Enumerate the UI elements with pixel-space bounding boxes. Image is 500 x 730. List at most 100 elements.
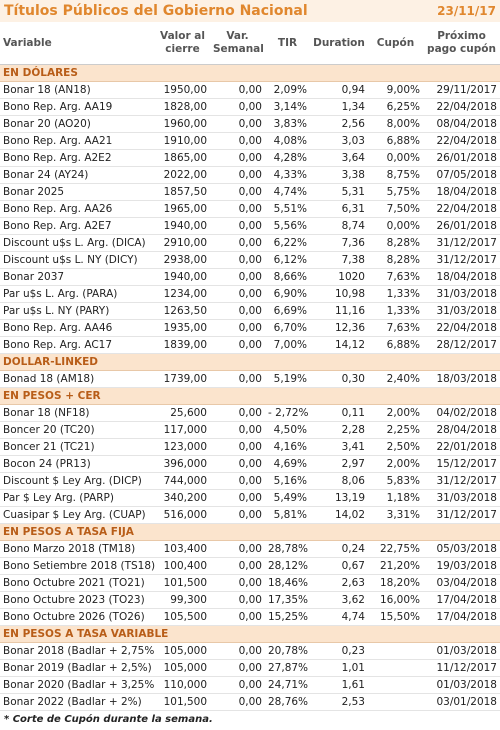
cell: 31/12/2017 [423, 251, 500, 269]
title-bar: Títulos Públicos del Gobierno Nacional 2… [0, 0, 500, 22]
cell: 6,90% [265, 285, 310, 303]
cell: 6,22% [265, 234, 310, 252]
cell: 0,00 [210, 319, 265, 337]
cell: 2,28 [310, 421, 368, 439]
cell: 0,00 [210, 217, 265, 235]
cell: 0,00 [210, 608, 265, 626]
data-row: Bono Rep. Arg. AA19 1828,00 0,00 3,14% 1,34 6… [0, 98, 500, 116]
data-row: Bono Octubre 2023 (TO23) 99,300 0,00 17,35%… [0, 591, 500, 609]
cell: 123,000 [155, 438, 210, 456]
cell: 01/03/2018 [423, 642, 500, 660]
data-row: Bono Rep. Arg. AA21 1910,00 0,00 4,08% 3,03 6… [0, 132, 500, 150]
section-row: EN DÓLARES [0, 64, 500, 82]
cell: Bonar 2019 (Badlar + 2,5%) [0, 659, 155, 677]
column-header: Valor al cierre [155, 22, 210, 65]
cell: 110,000 [155, 676, 210, 694]
section-row: EN PESOS A TASA VARIABLE [0, 625, 500, 643]
cell: 11/12/2017 [423, 659, 500, 677]
cell: 0,67 [310, 557, 368, 575]
cell: 1,33% [368, 302, 423, 320]
data-row: Bono Rep. Arg. AA26 1965,00 0,00 5,51% 6,31 7… [0, 200, 500, 218]
cell: 0,00 [210, 455, 265, 473]
data-row: Boncer 21 (TC21) 123,000 0,00 4,16% 3,41 2,50… [0, 438, 500, 456]
cell: 0,00 [210, 557, 265, 575]
cell: 117,000 [155, 421, 210, 439]
cell: 2,56 [310, 115, 368, 133]
data-row: Par $ Ley Arg. (PARP) 340,200 0,00 5,49% 13,… [0, 489, 500, 507]
data-row: Bonar 2022 (Badlar + 2%) 101,500 0,00 28,76… [0, 693, 500, 711]
cell: 1940,00 [155, 217, 210, 235]
cell: 6,31 [310, 200, 368, 218]
cell: 03/04/2018 [423, 574, 500, 592]
data-row: Bonar 2018 (Badlar + 2,75%) 105,000 0,00 20… [0, 642, 500, 660]
cell: Bonad 18 (AM18) [0, 370, 155, 388]
cell: 4,28% [265, 149, 310, 167]
cell: 17/04/2018 [423, 591, 500, 609]
cell: 2938,00 [155, 251, 210, 269]
cell: Discount u$s L. NY (DICY) [0, 251, 155, 269]
cell: 4,16% [265, 438, 310, 456]
cell: 28/04/2018 [423, 421, 500, 439]
empty-cell [368, 693, 423, 711]
cell: 0,00 [210, 642, 265, 660]
cell: Bonar 24 (AY24) [0, 166, 155, 184]
cell: 99,300 [155, 591, 210, 609]
data-row: Bonar 20 (AO20) 1960,00 0,00 3,83% 2,56 8,00%… [0, 115, 500, 133]
cell: 2,40% [368, 370, 423, 388]
cell: 7,00% [265, 336, 310, 354]
cell: 18/04/2018 [423, 268, 500, 286]
cell: 3,62 [310, 591, 368, 609]
cell: 1910,00 [155, 132, 210, 150]
section-name: EN PESOS + CER [0, 387, 500, 405]
cell: 1960,00 [155, 115, 210, 133]
cell: 27,87% [265, 659, 310, 677]
cell: 8,00% [368, 115, 423, 133]
cell: 0,00 [210, 302, 265, 320]
cell: 8,66% [265, 268, 310, 286]
cell: 1020 [310, 268, 368, 286]
cell: 29/11/2017 [423, 81, 500, 99]
cell: 24,71% [265, 676, 310, 694]
cell: 17,35% [265, 591, 310, 609]
cell: 31/03/2018 [423, 489, 500, 507]
column-header: Próximo pago cupón [423, 22, 500, 65]
cell: 5,51% [265, 200, 310, 218]
cell: 2,09% [265, 81, 310, 99]
cell: 1,61 [310, 676, 368, 694]
cell: 103,400 [155, 540, 210, 558]
cell: 10,98 [310, 285, 368, 303]
cell: 7,63% [368, 319, 423, 337]
cell: Bonar 20 (AO20) [0, 115, 155, 133]
cell: 31/12/2017 [423, 472, 500, 490]
cell: 22/04/2018 [423, 132, 500, 150]
data-row: Bono Setiembre 2018 (TS18) 100,400 0,00 28,… [0, 557, 500, 575]
cell: 1739,00 [155, 370, 210, 388]
data-row: Discount u$s L. Arg. (DICA) 2910,00 0,00 6,… [0, 234, 500, 252]
cell: 1839,00 [155, 336, 210, 354]
cell: 5,31 [310, 183, 368, 201]
cell: 0,00 [210, 472, 265, 490]
cell: 0,00 [210, 285, 265, 303]
cell: 2022,00 [155, 166, 210, 184]
bond-table: Variable Valor al cierre Var. Semanal TIR Du… [0, 22, 500, 711]
cell: 1263,50 [155, 302, 210, 320]
cell: 0,00 [210, 200, 265, 218]
section-name: DOLLAR-LINKED [0, 353, 500, 371]
cell: 22/04/2018 [423, 319, 500, 337]
cell: 0,00 [210, 115, 265, 133]
cell: 17/04/2018 [423, 608, 500, 626]
cell: 0,24 [310, 540, 368, 558]
cell: Bonar 2018 (Badlar + 2,75%) [0, 642, 155, 660]
table-body: EN DÓLARES Bonar 18 (AN18) 1950,00 0,00 2,09… [0, 64, 500, 711]
cell: 6,88% [368, 132, 423, 150]
cell: 2,00% [368, 455, 423, 473]
cell: 28,12% [265, 557, 310, 575]
cell: 6,25% [368, 98, 423, 116]
header-row: Variable Valor al cierre Var. Semanal TIR Du… [0, 22, 500, 65]
cell: 31/03/2018 [423, 302, 500, 320]
cell: 1234,00 [155, 285, 210, 303]
data-row: Bono Rep. Arg. A2E7 1940,00 0,00 5,56% 8,74 0… [0, 217, 500, 235]
data-row: Bonar 2037 1940,00 0,00 8,66% 1020 7,63% 18/04… [0, 268, 500, 286]
column-header: Variable [0, 22, 155, 65]
cell: 0,00 [210, 404, 265, 422]
